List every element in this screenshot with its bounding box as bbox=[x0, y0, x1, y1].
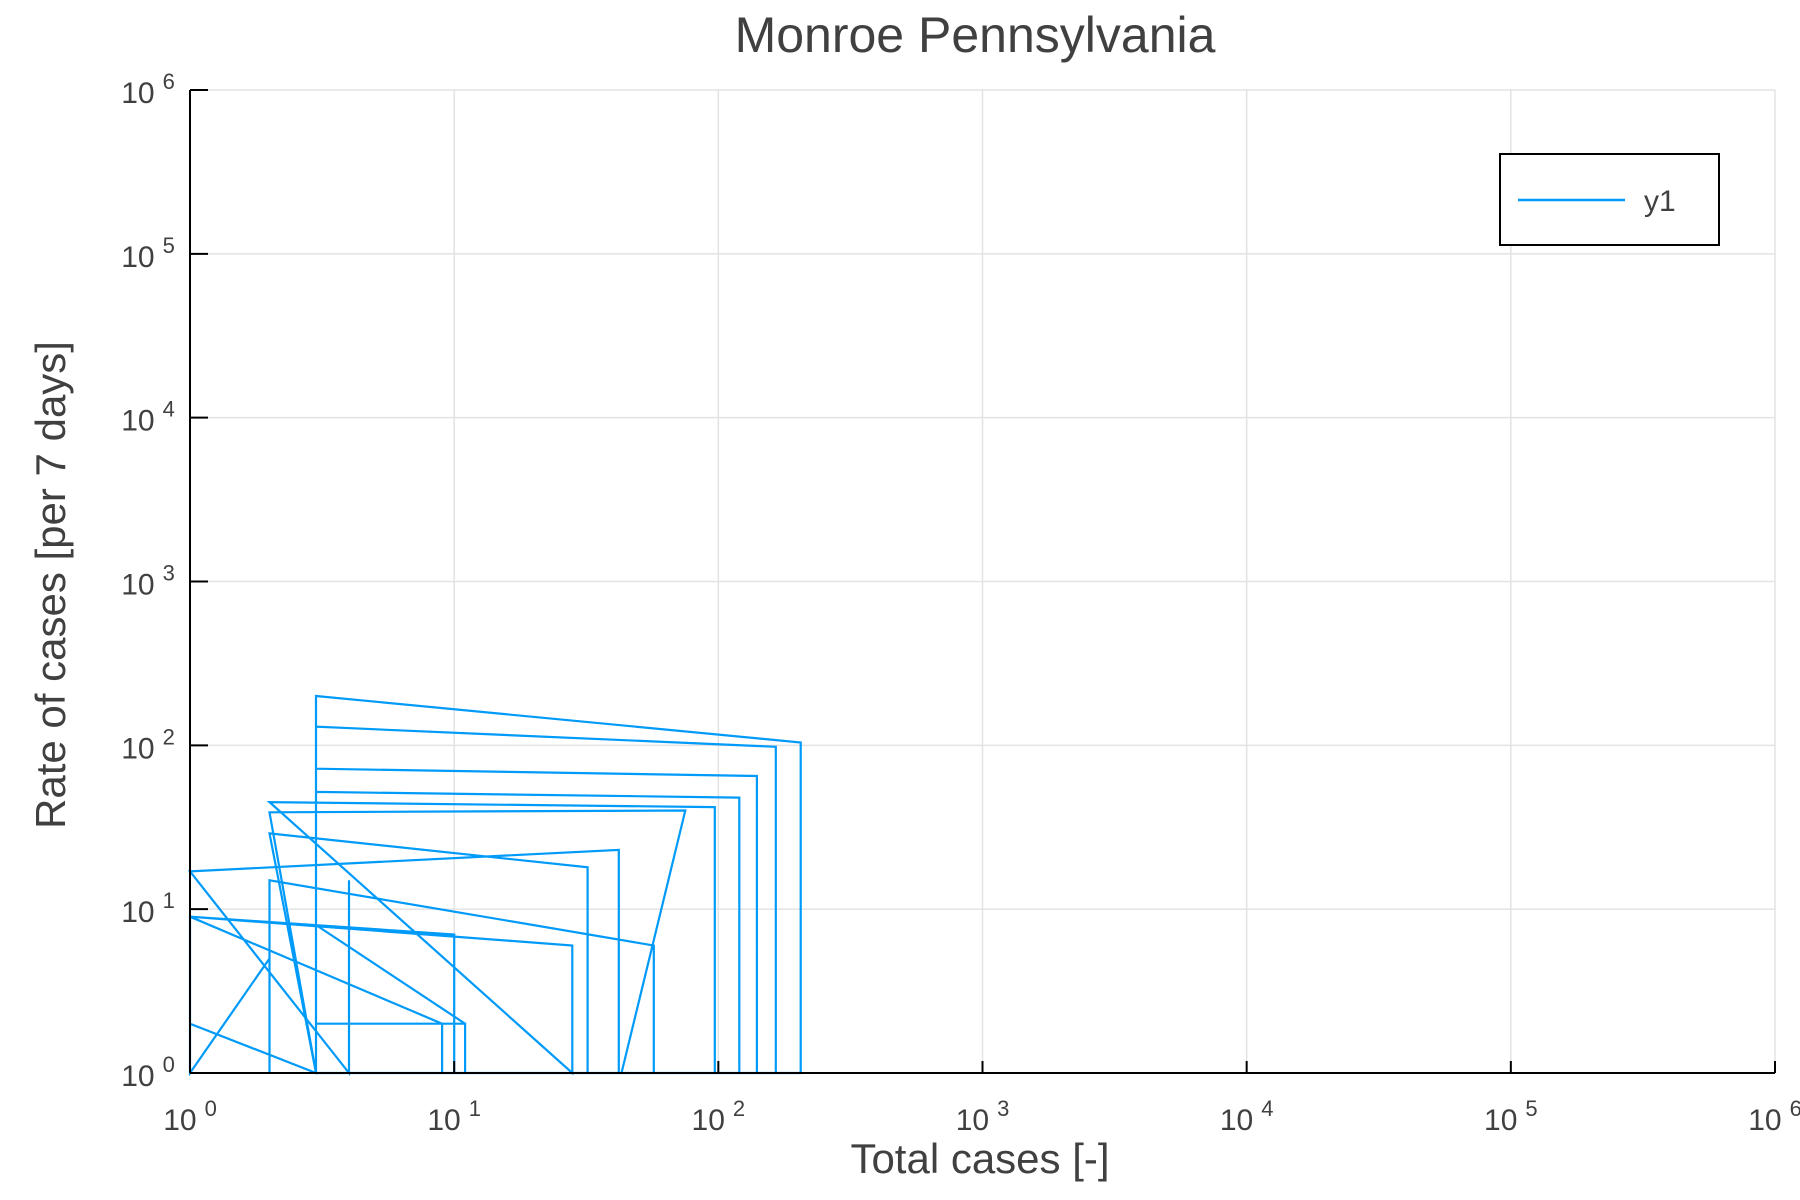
series-line-y1 bbox=[187, 694, 802, 1077]
x-tick-label: 10 1 bbox=[427, 1096, 481, 1137]
y-tick-labels: 10 0 10 1 10 2 10 3 10 4 10 5 10 6 bbox=[121, 69, 175, 1093]
y-tick-base: 10 bbox=[121, 1060, 154, 1093]
x-tick-base: 10 bbox=[427, 1104, 460, 1137]
x-tick-base: 10 bbox=[692, 1104, 725, 1137]
x-tick-base: 10 bbox=[1748, 1104, 1781, 1137]
y-tick-base: 10 bbox=[121, 896, 154, 929]
y-tick-exponent: 1 bbox=[163, 888, 175, 913]
y-tick-label: 10 3 bbox=[121, 561, 175, 602]
x-tick-exponent: 3 bbox=[997, 1096, 1009, 1121]
y-tick-exponent: 0 bbox=[163, 1052, 175, 1077]
x-tick-label: 10 4 bbox=[1220, 1096, 1274, 1137]
y-tick-base: 10 bbox=[121, 569, 154, 602]
x-tick-label: 10 6 bbox=[1748, 1096, 1800, 1137]
axes bbox=[189, 89, 1776, 1074]
y-tick-label: 10 5 bbox=[121, 233, 175, 274]
x-tick-exponent: 5 bbox=[1525, 1096, 1537, 1121]
y-axis-label: Rate of cases [per 7 days] bbox=[27, 341, 74, 829]
x-tick-exponent: 6 bbox=[1790, 1096, 1800, 1121]
legend: y1 bbox=[1499, 153, 1720, 246]
y-tick-exponent: 2 bbox=[163, 724, 175, 749]
series-layer bbox=[187, 694, 802, 1077]
y-tick-exponent: 4 bbox=[163, 397, 175, 422]
x-tick-base: 10 bbox=[163, 1104, 196, 1137]
x-tick-base: 10 bbox=[956, 1104, 989, 1137]
x-tick-exponent: 2 bbox=[733, 1096, 745, 1121]
x-tick-label: 10 3 bbox=[956, 1096, 1010, 1137]
x-tick-label: 10 2 bbox=[692, 1096, 746, 1137]
y-tick-label: 10 0 bbox=[121, 1052, 175, 1093]
x-tick-label: 10 0 bbox=[163, 1096, 217, 1137]
y-tick-label: 10 1 bbox=[121, 888, 175, 929]
y-tick-base: 10 bbox=[121, 241, 154, 274]
y-tick-base: 10 bbox=[121, 77, 154, 110]
y-tick-exponent: 5 bbox=[163, 233, 175, 258]
y-tick-label: 10 2 bbox=[121, 724, 175, 765]
y-tick-base: 10 bbox=[121, 732, 154, 765]
x-tick-base: 10 bbox=[1220, 1104, 1253, 1137]
x-tick-exponent: 1 bbox=[469, 1096, 481, 1121]
x-tick-exponent: 4 bbox=[1261, 1096, 1273, 1121]
chart-title: Monroe Pennsylvania bbox=[735, 7, 1216, 63]
y-tick-base: 10 bbox=[121, 405, 154, 438]
x-tick-label: 10 5 bbox=[1484, 1096, 1538, 1137]
x-tick-base: 10 bbox=[1484, 1104, 1517, 1137]
x-tick-labels: 10 0 10 1 10 2 10 3 10 4 10 5 10 6 bbox=[163, 1096, 1800, 1137]
y-tick-exponent: 6 bbox=[163, 69, 175, 94]
x-tick-exponent: 0 bbox=[205, 1096, 217, 1121]
legend-label-y1: y1 bbox=[1644, 185, 1676, 218]
grid bbox=[190, 89, 1776, 1073]
y-tick-exponent: 3 bbox=[163, 561, 175, 586]
y-tick-label: 10 6 bbox=[121, 69, 175, 110]
y-tick-label: 10 4 bbox=[121, 397, 175, 438]
x-axis-label: Total cases [-] bbox=[850, 1135, 1109, 1182]
